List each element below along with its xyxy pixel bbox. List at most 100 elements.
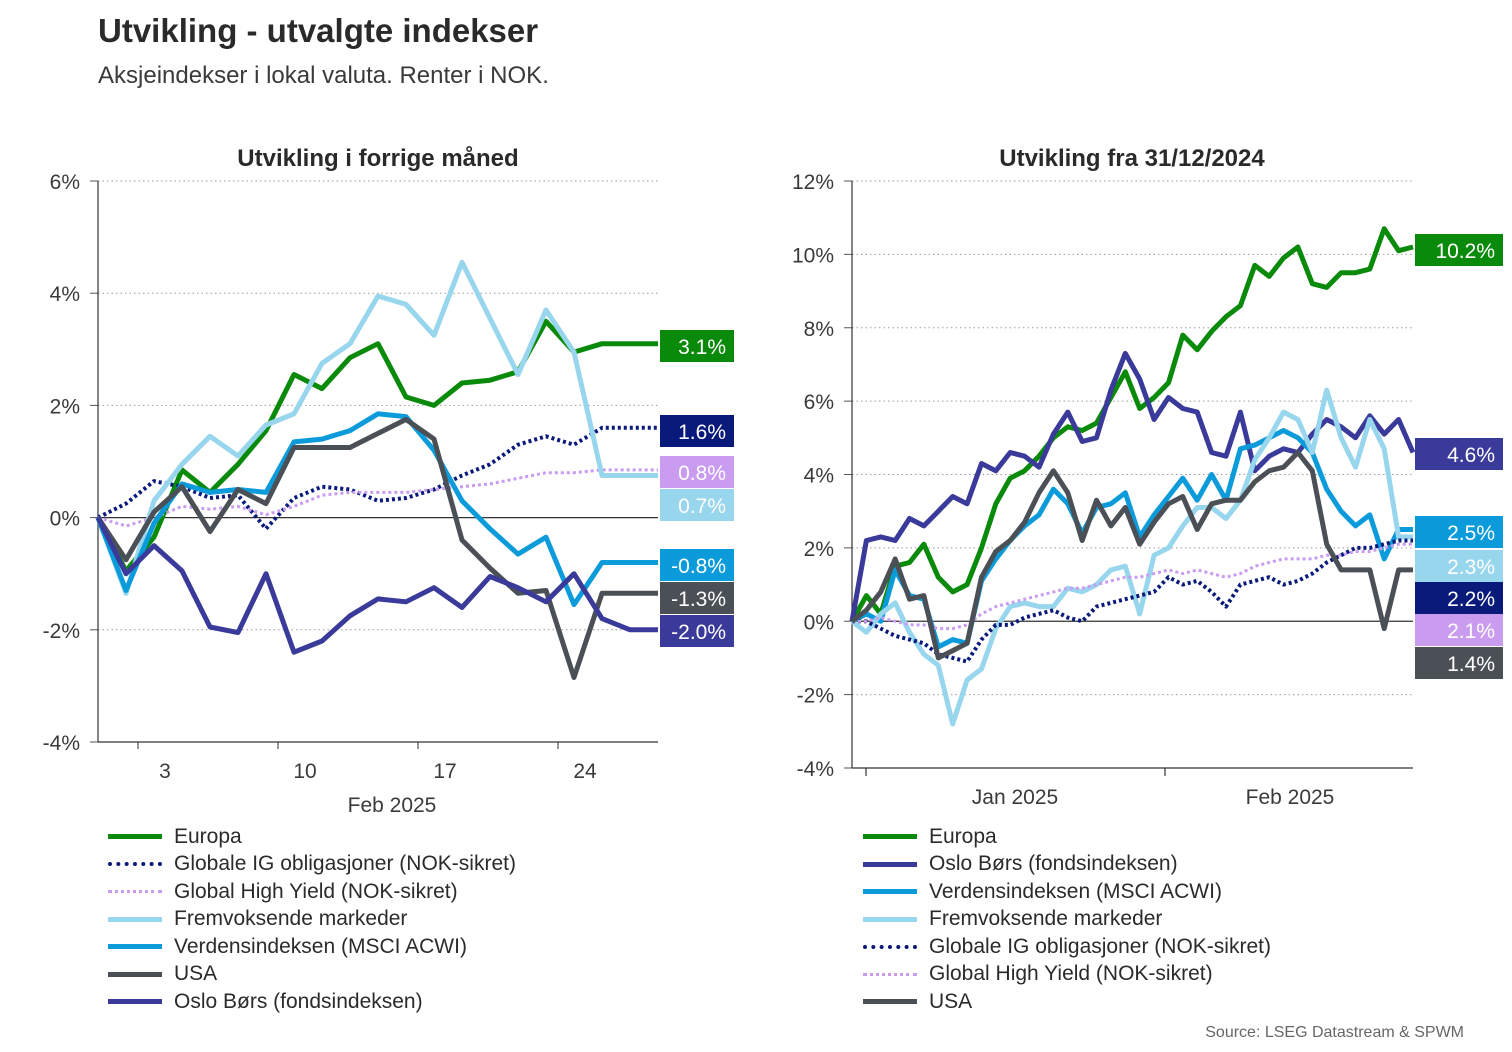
chart-1-end-label-bg-ig [1415, 582, 1503, 614]
legend-label: Fremvoksende markeder [929, 907, 1163, 931]
chart-1-y-tick-label: 10% [792, 244, 834, 267]
chart-0-series-usa-line [95, 416, 658, 680]
legend-right: Europa Oslo Børs (fondsindeksen) Verdensin… [863, 823, 1271, 1016]
legend-item-usa: USA [863, 988, 1271, 1016]
chart-1-title: Utvikling fra 31/12/2024 [999, 145, 1265, 172]
chart-0-series-ig-line [97, 425, 658, 531]
legend-label: Global High Yield (NOK-sikret) [929, 962, 1213, 986]
chart-0-y-tick-label: -4% [43, 732, 80, 755]
chart-1-y-tick-label: -4% [797, 758, 834, 781]
legend-swatch-hy [863, 972, 917, 976]
chart-0-x-tick-label: 10 [293, 760, 316, 783]
chart-0-y-tick-label: 6% [50, 171, 80, 194]
chart-1-series-acwi-line [850, 428, 1413, 650]
chart-0-end-label-ig: 1.6% [678, 421, 726, 444]
chart-0-y-tick-label: 2% [50, 395, 80, 418]
chart-0-end-label-europa: 3.1% [678, 336, 726, 359]
chart-1-series-ig-line [852, 538, 1413, 664]
chart-0-x-tick-label: 24 [573, 760, 597, 783]
chart-0-end-label-bg-hy [660, 456, 734, 488]
chart-0-y-tick-label: 0% [50, 508, 80, 531]
chart-1-y-tick-label: 6% [804, 391, 834, 414]
chart-1-end-label-usa: 1.4% [1447, 653, 1495, 676]
chart-1-y-tick-label: 2% [804, 538, 834, 561]
legend-item-hy: Global High Yield (NOK-sikret) [863, 961, 1271, 989]
legend-left: Europa Globale IG obligasjoner (NOK-sikre… [108, 823, 516, 1016]
chart-1-series-europa-line [849, 226, 1414, 623]
chart-0-x-axis-label: Feb 2025 [348, 794, 437, 817]
chart-0-end-label-hy: 0.8% [678, 462, 726, 485]
legend-item-em: Fremvoksende markeder [108, 906, 516, 934]
chart-0-y-tick-label: -2% [43, 620, 80, 643]
legend-label: USA [174, 962, 218, 986]
legend-item-acwi: Verdensindeksen (MSCI ACWI) [863, 878, 1271, 906]
legend-item-ig: Globale IG obligasjoner (NOK-sikret) [108, 851, 516, 879]
legend-item-europa: Europa [108, 823, 516, 851]
legend-label: Europa [174, 824, 242, 848]
legend-label: Globale IG obligasjoner (NOK-sikret) [929, 934, 1271, 958]
legend-item-europa: Europa [863, 823, 1271, 851]
chart-0-end-label-bg-europa [660, 330, 734, 362]
legend-swatch-ig [863, 944, 917, 949]
chart-1-series-usa-line [850, 450, 1413, 661]
chart-1-y-tick-label: -2% [797, 685, 834, 708]
chart-0-end-label-acwi: -0.8% [671, 555, 726, 578]
legend-item-ig: Globale IG obligasjoner (NOK-sikret) [863, 933, 1271, 961]
chart-1-y-tick-label: 0% [804, 611, 834, 634]
legend-label: Globale IG obligasjoner (NOK-sikret) [174, 852, 516, 876]
chart-0-end-label-bg-oslo [660, 615, 734, 647]
chart-0-series-hy-line [97, 468, 658, 528]
legend-swatch-acwi [108, 944, 162, 950]
chart-0-end-label-bg-em [660, 489, 734, 521]
chart-0-series-em-line [95, 259, 658, 596]
legend-swatch-oslo [863, 861, 917, 867]
legend-label: Fremvoksende markeder [174, 907, 408, 931]
chart-0-x-tick-label: 3 [159, 760, 171, 783]
chart-1-x-tick-label: Feb 2025 [1246, 786, 1335, 809]
page-subtitle: Aksjeindekser i lokal valuta. Renter i N… [98, 62, 549, 89]
legend-item-oslo: Oslo Børs (fondsindeksen) [863, 851, 1271, 879]
chart-1-end-label-bg-acwi [1415, 516, 1503, 548]
page-title: Utvikling - utvalgte indekser [98, 12, 539, 49]
legend-swatch-oslo [108, 999, 162, 1005]
chart-1-end-label-bg-usa [1415, 647, 1503, 679]
chart-1-end-label-bg-europa [1415, 234, 1503, 266]
chart-0-end-label-oslo: -2.0% [671, 621, 726, 644]
chart-0-title: Utvikling i forrige måned [237, 145, 518, 172]
chart-1-end-label-bg-hy [1415, 614, 1503, 646]
legend-label: Verdensindeksen (MSCI ACWI) [174, 934, 467, 958]
chart-1-series-em-line [850, 387, 1413, 727]
legend-swatch-acwi [863, 889, 917, 895]
chart-0-y-tick-label: 4% [50, 283, 80, 306]
legend-swatch-ig [108, 862, 162, 867]
chart-0-end-label-bg-ig [660, 415, 734, 447]
chart-0-end-label-usa: -1.3% [671, 588, 726, 611]
legend-swatch-europa [108, 834, 162, 840]
chart-1-end-label-hy: 2.1% [1447, 620, 1495, 643]
legend-label: Oslo Børs (fondsindeksen) [174, 989, 423, 1013]
legend-label: Europa [929, 824, 997, 848]
legend-item-acwi: Verdensindeksen (MSCI ACWI) [108, 933, 516, 961]
legend-swatch-europa [863, 834, 917, 840]
chart-1-end-label-bg-oslo [1415, 438, 1503, 470]
chart-0-end-label-bg-acwi [660, 549, 734, 581]
chart-1-end-label-oslo: 4.6% [1447, 444, 1495, 467]
chart-1-end-label-em: 2.3% [1447, 556, 1495, 579]
legend-item-em: Fremvoksende markeder [863, 906, 1271, 934]
legend-item-oslo: Oslo Børs (fondsindeksen) [108, 988, 516, 1016]
legend-item-hy: Global High Yield (NOK-sikret) [108, 878, 516, 906]
legend-label: USA [929, 989, 973, 1013]
legend-swatch-em [108, 916, 162, 922]
chart-0-end-label-bg-usa [660, 582, 734, 614]
chart-1-y-tick-label: 4% [804, 465, 834, 488]
legend-label: Verdensindeksen (MSCI ACWI) [929, 879, 1222, 903]
legend-swatch-em [863, 916, 917, 922]
legend-swatch-usa [863, 999, 917, 1005]
legend-swatch-usa [108, 971, 162, 977]
legend-label: Oslo Børs (fondsindeksen) [929, 852, 1178, 876]
legend-swatch-hy [108, 890, 162, 894]
chart-1-end-label-bg-em [1415, 550, 1503, 582]
chart-0-end-label-em: 0.7% [678, 495, 726, 518]
legend-label: Global High Yield (NOK-sikret) [174, 879, 458, 903]
